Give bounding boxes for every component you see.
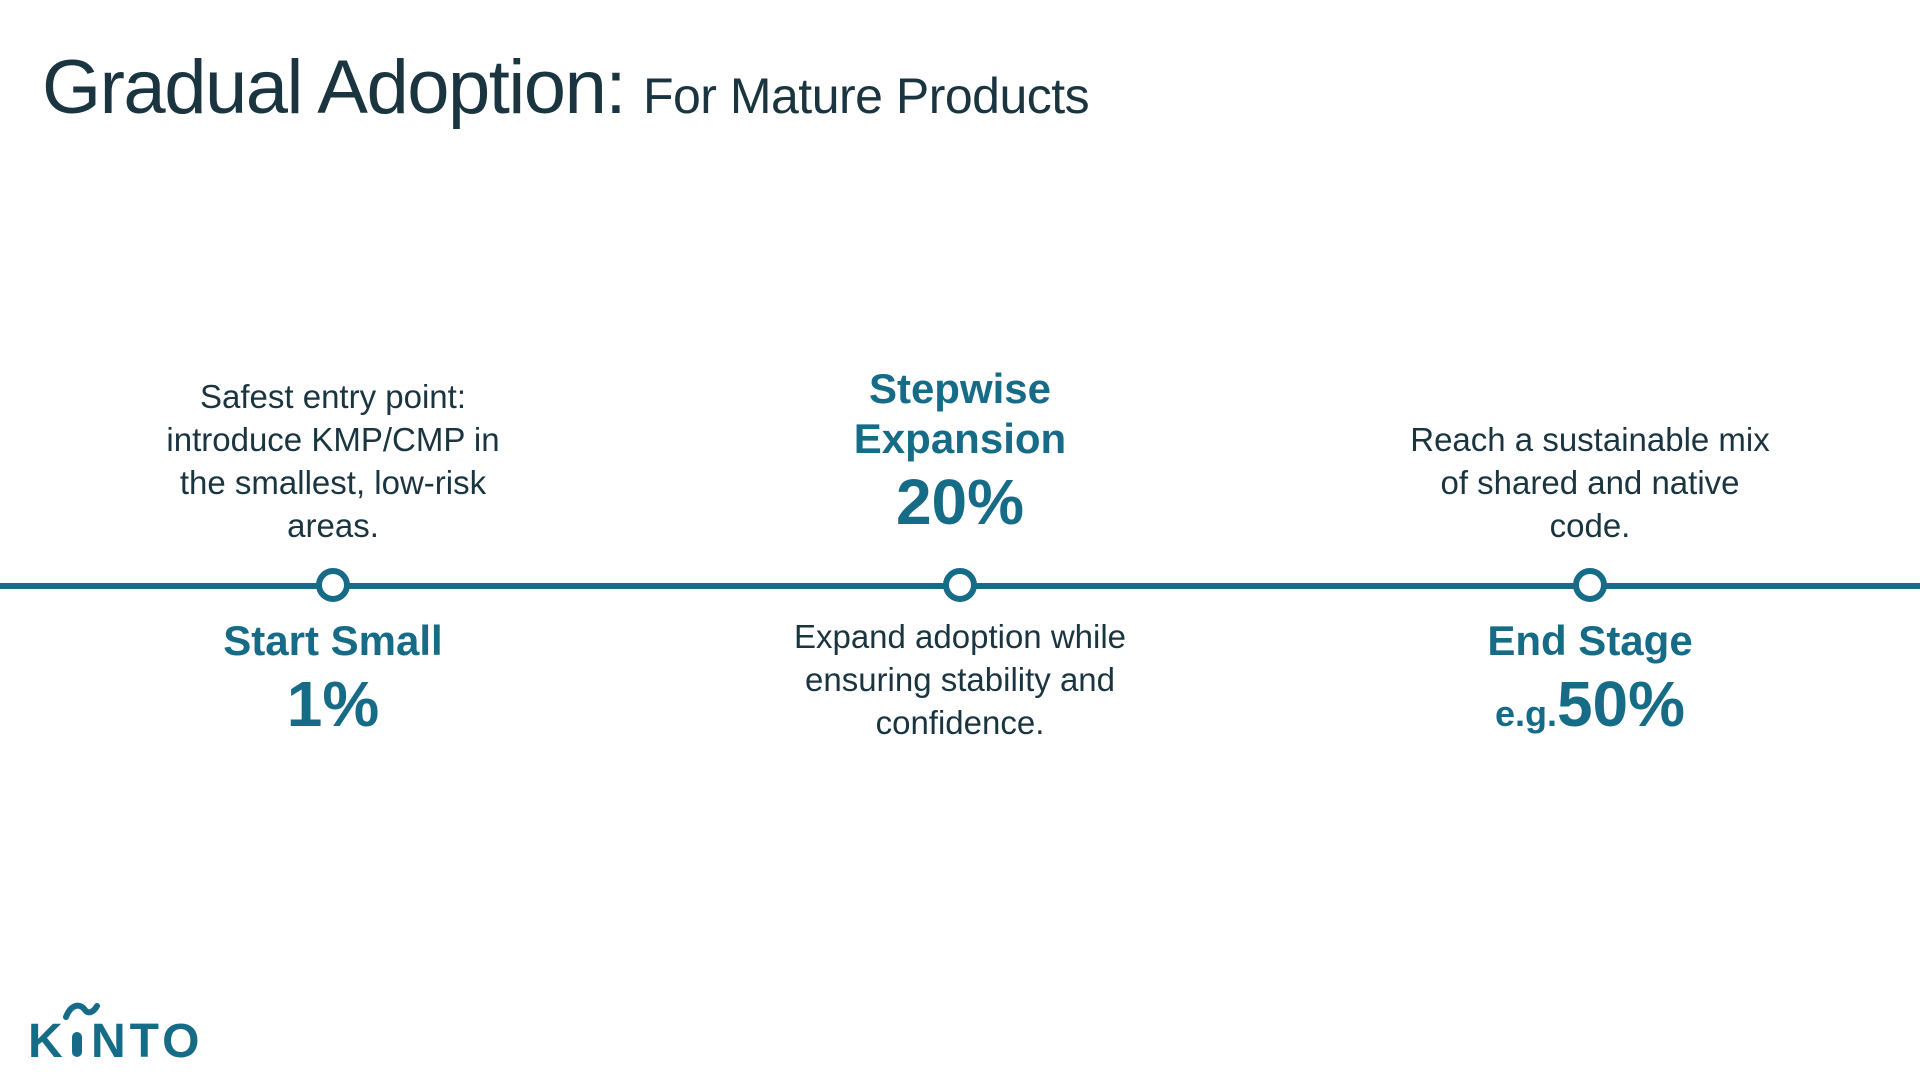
- timeline-node-marker-1: [316, 568, 350, 602]
- timeline-node-marker-2: [943, 568, 977, 602]
- value-prefix: e.g.: [1494, 693, 1557, 735]
- node-stepwise-expansion: Stepwise Expansion 20%: [770, 364, 1150, 540]
- node-end-stage-description: Reach a sustainable mix of shared and na…: [1400, 419, 1780, 548]
- logo-i-wave-icon: [63, 1002, 100, 1020]
- kinto-logo: K NTO: [28, 1002, 203, 1062]
- node-start-small-description: Safest entry point: introduce KMP/CMP in…: [143, 376, 523, 548]
- page-title: Gradual Adoption: For Mature Products: [42, 45, 1090, 130]
- node-label: Stepwise Expansion: [853, 364, 1067, 463]
- node-value: 1%: [286, 668, 380, 741]
- logo-letter-k: K: [28, 1015, 63, 1062]
- title-subtitle: For Mature Products: [642, 68, 1090, 124]
- title-main: Gradual Adoption:: [42, 45, 626, 130]
- node-start-small: Start Small 1%: [143, 616, 523, 742]
- logo-i-stem: [72, 1032, 82, 1057]
- description-text: Safest entry point: introduce KMP/CMP in…: [166, 378, 500, 545]
- node-label: Start Small: [223, 617, 443, 664]
- logo-letters-nto: NTO: [91, 1015, 203, 1062]
- node-value: e.g.50%: [1400, 668, 1780, 742]
- description-text: Reach a sustainable mix of shared and na…: [1410, 421, 1770, 545]
- description-text: Expand adoption while ensuring stability…: [793, 618, 1127, 741]
- node-value: 20%: [895, 466, 1025, 539]
- node-label: End Stage: [1487, 617, 1693, 664]
- value-number: 50%: [1556, 668, 1686, 741]
- node-stepwise-expansion-description: Expand adoption while ensuring stability…: [770, 616, 1150, 745]
- timeline-node-marker-3: [1573, 568, 1607, 602]
- node-end-stage: End Stage e.g.50%: [1400, 616, 1780, 742]
